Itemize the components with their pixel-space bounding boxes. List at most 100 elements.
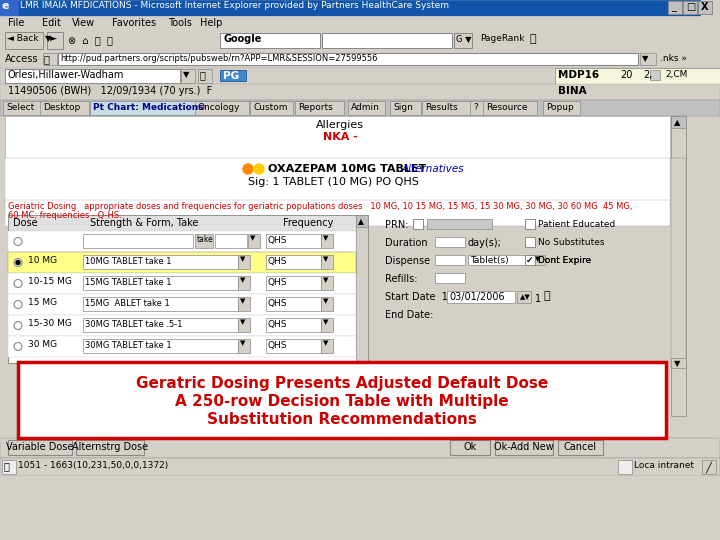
Bar [671,158,686,368]
Text: 📅: 📅 [543,291,549,301]
Text: ▲: ▲ [674,118,680,127]
Text: 2,: 2, [643,70,652,80]
Bar [195,101,249,115]
Bar [321,255,333,269]
Bar [0,0,18,16]
Text: Oncology: Oncology [198,103,240,112]
Text: PageRank: PageRank [480,34,524,43]
Bar [435,255,465,265]
Bar [683,1,697,14]
Circle shape [14,280,22,287]
Text: http://pud.partners.org/scripts/pubsweb/rn?APP=LMR&SESSION=27599556: http://pud.partners.org/scripts/pubsweb/… [60,54,377,63]
Text: 🌐: 🌐 [4,461,10,471]
Bar [640,53,656,65]
Text: Reports: Reports [298,103,333,112]
Bar [8,440,72,455]
Text: 2,CM: 2,CM [665,70,688,79]
Text: 15-30 MG: 15-30 MG [28,319,72,328]
Bar [495,440,553,455]
Text: Cancel: Cancel [564,442,597,452]
Bar [58,53,638,65]
Text: Select: Select [6,103,35,112]
Text: 15MG TABLET take 1: 15MG TABLET take 1 [85,278,171,287]
Bar [525,219,535,229]
Text: Help: Help [200,18,222,28]
Text: ▼: ▼ [323,235,328,241]
Text: .nks »: .nks » [660,54,687,63]
Text: 20: 20 [620,70,632,80]
Text: 1: 1 [535,294,541,304]
Bar [266,276,321,290]
Circle shape [14,321,22,329]
Text: X: X [701,2,708,12]
Text: Admin: Admin [351,103,380,112]
Bar [618,460,632,474]
Text: ▼: ▼ [240,319,246,325]
Text: 11490506 (BWH)   12/09/1934 (70 yrs.)  F: 11490506 (BWH) 12/09/1934 (70 yrs.) F [8,86,212,96]
Bar [0,16,720,32]
Bar [47,32,63,49]
Text: ▼: ▼ [240,277,246,283]
Bar [356,215,368,227]
Text: ▼: ▼ [45,34,52,43]
Text: QHS: QHS [268,278,287,287]
Text: Ok-Add New: Ok-Add New [494,442,554,452]
Text: ▼: ▼ [642,54,649,63]
Text: Strength & Form, Take: Strength & Form, Take [90,218,199,228]
Text: Start Date  1: Start Date 1 [385,292,448,302]
Text: OXAZEPAM 10MG TABLET: OXAZEPAM 10MG TABLET [268,164,426,174]
Bar [76,440,144,455]
Text: Refills:: Refills: [385,274,418,284]
Text: Tablet(s): Tablet(s) [470,256,508,265]
Bar [671,116,686,128]
Bar [266,297,321,311]
Text: Frequency: Frequency [283,218,333,228]
Bar [220,33,320,48]
Text: Edit: Edit [42,18,61,28]
Text: Alternatives: Alternatives [402,164,464,174]
Text: 🔍: 🔍 [200,70,206,80]
Bar [671,116,686,416]
Text: BINA: BINA [558,86,587,96]
Bar [454,33,472,48]
Text: 15 MG: 15 MG [28,298,57,307]
Text: ╱: ╱ [705,461,711,472]
Text: Ok: Ok [464,442,477,452]
Bar [0,52,720,68]
Text: Loca intranet: Loca intranet [634,461,694,470]
Bar [525,255,535,265]
Bar [435,273,465,283]
Bar [543,101,580,115]
Text: day(s);: day(s); [468,238,502,248]
Bar [0,84,720,100]
Text: Results: Results [425,103,458,112]
Text: 15MG  ABLET take 1: 15MG ABLET take 1 [85,299,170,308]
Text: Access: Access [5,54,38,64]
Text: Tools: Tools [168,18,192,28]
Circle shape [14,300,22,308]
Text: ▼: ▼ [240,256,246,262]
Bar [555,68,720,84]
Text: Duration: Duration [385,238,428,248]
Text: 30MG TABLET take 1: 30MG TABLET take 1 [85,341,171,350]
Bar [668,1,682,14]
Bar [0,100,720,116]
Circle shape [14,342,22,350]
Text: LMR IMAIA MFDICATIONS - Microsoft Internet Explorer provided by Partners HealthC: LMR IMAIA MFDICATIONS - Microsoft Intern… [20,1,449,10]
Text: take: take [197,235,214,244]
Text: G ▼: G ▼ [456,34,472,43]
Text: ▼: ▼ [535,256,541,262]
Text: Alternstrg Dose: Alternstrg Dose [72,442,148,452]
Text: Google: Google [224,34,262,44]
Text: ?: ? [473,103,478,112]
Bar [435,237,465,247]
Text: 60 MC; frequencies - Q-HS.: 60 MC; frequencies - Q-HS. [8,211,122,220]
Text: End Date:: End Date: [385,310,433,320]
Bar [0,476,720,540]
Text: Dose: Dose [13,218,37,228]
Text: Dispense: Dispense [385,256,430,266]
Bar [8,315,356,336]
Text: ▼: ▼ [240,298,246,304]
Text: 1051 - 1663(10,231,50,0,0,1372): 1051 - 1663(10,231,50,0,0,1372) [18,461,168,470]
Bar [356,215,368,363]
